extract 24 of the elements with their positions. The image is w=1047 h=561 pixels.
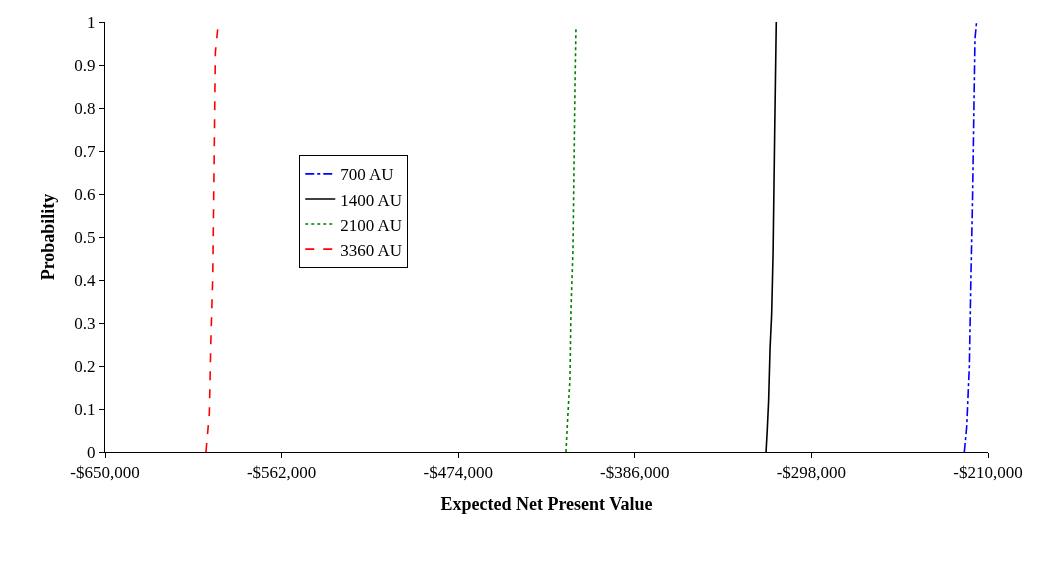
legend-label: 3360 AU bbox=[340, 240, 403, 260]
y-tick-label: 0.9 bbox=[74, 55, 96, 75]
y-axis-title: Probability bbox=[37, 193, 58, 281]
x-tick-label: -$210,000 bbox=[953, 463, 1023, 483]
x-axis-title: Expected Net Present Value bbox=[440, 493, 653, 514]
x-tick-label: -$650,000 bbox=[70, 463, 140, 483]
x-tick-label: -$474,000 bbox=[423, 463, 493, 483]
y-tick-label: 0.1 bbox=[74, 399, 96, 419]
legend-label: 700 AU bbox=[340, 165, 394, 185]
y-tick-label: 0.7 bbox=[74, 141, 97, 161]
legend-label: 2100 AU bbox=[340, 215, 403, 235]
x-tick-label: -$386,000 bbox=[600, 463, 670, 483]
y-tick-label: 0.3 bbox=[74, 313, 96, 333]
y-tick-label: 0.5 bbox=[74, 227, 96, 247]
y-tick-label: 0.8 bbox=[74, 98, 96, 118]
y-tick-label: 1 bbox=[87, 12, 96, 32]
y-tick-label: 0.4 bbox=[74, 270, 97, 290]
y-tick-label: 0.2 bbox=[74, 356, 96, 376]
x-tick-label: -$298,000 bbox=[776, 463, 847, 483]
y-tick-label: 0 bbox=[87, 442, 96, 462]
legend-label: 1400 AU bbox=[340, 190, 403, 210]
y-tick-label: 0.6 bbox=[74, 184, 96, 204]
x-tick-label: -$562,000 bbox=[246, 463, 317, 483]
line-series bbox=[963, 22, 978, 452]
